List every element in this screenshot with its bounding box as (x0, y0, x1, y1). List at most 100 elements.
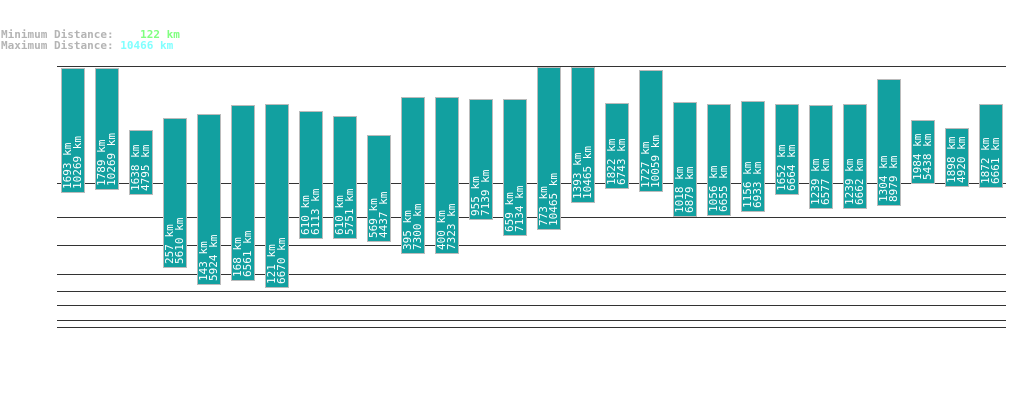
range-bar (605, 103, 629, 189)
range-bar (877, 79, 901, 206)
range-bar (367, 135, 391, 242)
range-bar-label: 6743 km (615, 138, 628, 185)
range-bar-label: 1898 km (945, 136, 958, 183)
range-bar-label: 6661 km (989, 137, 1002, 184)
range-bar-label: 955 km (469, 176, 482, 216)
range-bar (979, 104, 1003, 188)
range-bar (537, 67, 561, 230)
range-bar-label: 1393 km (571, 152, 584, 199)
range-bar-label: 5924 km (207, 234, 220, 281)
range-bar-label: 7134 km (513, 185, 526, 232)
max-distance-value: 10466 km (120, 39, 174, 52)
range-bar-label: 10269 km (71, 136, 84, 189)
range-bar-label: 1984 km (911, 133, 924, 180)
range-bar-label: 7300 km (411, 203, 424, 250)
range-bar-label: 6670 km (275, 237, 288, 284)
range-bar (707, 104, 731, 216)
range-bar (265, 104, 289, 288)
range-bar (741, 101, 765, 212)
range-bar-label: 400 km (435, 210, 448, 250)
range-bar-label: 1056 km (707, 165, 720, 212)
range-bar-label: 6655 km (717, 165, 730, 212)
range-bar-label: 1239 km (809, 158, 822, 205)
range-bar (571, 67, 595, 203)
range-bar-label: 1156 km (741, 161, 754, 208)
range-bar-label: 1638 km (129, 144, 142, 191)
range-bar-label: 8979 km (887, 155, 900, 202)
range-bar (775, 104, 799, 195)
range-bar-label: 168 km (231, 237, 244, 277)
max-distance-label: Maximum Distance: (1, 39, 114, 52)
range-bar-label: 121 km (265, 244, 278, 284)
range-bar-label: 569 km (367, 198, 380, 238)
range-bar (231, 105, 255, 281)
range-bar (843, 104, 867, 209)
range-bar-label: 6879 km (683, 166, 696, 213)
range-bar-label: 6664 km (785, 144, 798, 191)
range-bar-label: 7139 km (479, 169, 492, 216)
range-bar (469, 99, 493, 220)
range-bar-label: 395 km (401, 210, 414, 250)
range-bar-label: 1693 km (61, 142, 74, 189)
range-bar (197, 114, 221, 285)
range-bar (95, 68, 119, 190)
range-bar (333, 116, 357, 239)
range-bar-label: 10465 km (581, 146, 594, 199)
range-bar-label: 257 km (163, 224, 176, 264)
range-bar (61, 68, 85, 193)
range-bar-label: 6113 km (309, 188, 322, 235)
range-bar-label: 143 km (197, 241, 210, 281)
range-bar-label: 4920 km (955, 136, 968, 183)
range-bar-label: 4437 km (377, 191, 390, 238)
range-bar-label: 6577 km (819, 158, 832, 205)
range-bar (639, 70, 663, 192)
min-distance-value: 122 km (140, 28, 180, 41)
range-bar-label: 1652 km (775, 144, 788, 191)
range-bar-label: 773 km (537, 186, 550, 226)
range-bar (503, 99, 527, 236)
max-distance-summary: Maximum Distance: 10466 km (1, 40, 173, 51)
range-bar-label: 4795 km (139, 144, 152, 191)
range-bar-label: 610 km (299, 195, 312, 235)
range-bar-label: 1727 km (639, 141, 652, 188)
range-bar-label: 1018 km (673, 166, 686, 213)
range-bar-label: 610 km (333, 195, 346, 235)
range-bar (911, 120, 935, 184)
min-distance-label: Minimum Distance: (1, 28, 114, 41)
range-bar-label: 5438 km (921, 133, 934, 180)
range-bar-label: 1822 km (605, 138, 618, 185)
range-bar (401, 97, 425, 254)
range-bar-label: 659 km (503, 192, 516, 232)
range-bar (435, 97, 459, 254)
range-bar-label: 5610 km (173, 217, 186, 264)
range-bar (673, 102, 697, 217)
min-distance-summary: Minimum Distance: 122 km (1, 29, 180, 40)
range-bar-label: 1872 km (979, 137, 992, 184)
range-bar (163, 118, 187, 268)
